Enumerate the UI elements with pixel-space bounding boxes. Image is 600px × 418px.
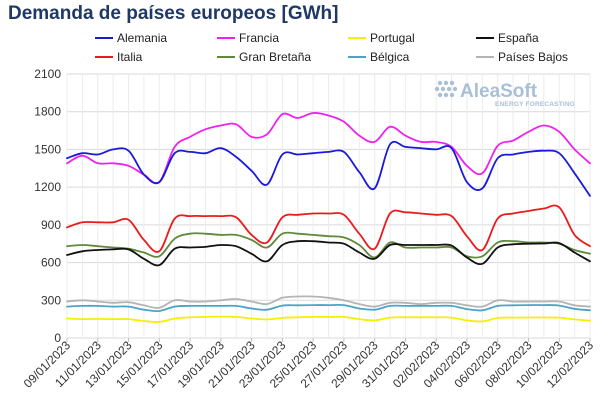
legend-label: Francia (239, 31, 279, 45)
logo-dot-icon (440, 86, 446, 92)
legend-item: Italia (95, 50, 143, 64)
logo-dot-icon (437, 92, 443, 98)
watermark-subtitle: ENERGY FORECASTING (495, 101, 575, 108)
grid (66, 73, 591, 339)
y-tick-label: 1800 (34, 105, 61, 119)
legend-item: Gran Bretaña (217, 50, 311, 64)
y-tick-label: 1200 (34, 180, 61, 194)
legend-label: Países Bajos (498, 50, 568, 64)
y-tick-label: 2100 (34, 67, 61, 81)
logo-dot-icon (449, 92, 455, 98)
plot-area (66, 112, 591, 323)
legend-label: Alemania (117, 31, 167, 45)
series-line-gran-bretaña (66, 231, 591, 259)
y-tick-label: 0 (54, 331, 61, 345)
logo-dot-icon (452, 86, 458, 92)
y-tick-label: 300 (41, 293, 61, 307)
legend-label: Gran Bretaña (239, 50, 311, 64)
chart-title: Demanda de países europeos [GWh] (8, 3, 339, 24)
series-line-bélgica (66, 303, 591, 313)
legend-item: Países Bajos (476, 50, 568, 64)
watermark-title: AleaSoft (460, 81, 538, 102)
legend-item: Portugal (348, 31, 415, 45)
series-line-portugal (66, 315, 591, 323)
logo-dot-icon (449, 80, 455, 86)
logo-dot-icon (446, 86, 452, 92)
legend-label: Bélgica (370, 50, 410, 64)
legend-label: Italia (117, 50, 143, 64)
series-line-países-bajos (66, 295, 591, 309)
series-line-alemania (66, 140, 591, 197)
x-axis: 09/01/202311/01/202313/01/202315/01/2023… (21, 338, 597, 391)
legend-label: Portugal (370, 31, 415, 45)
logo-dot-icon (434, 86, 440, 92)
logo-dot-icon (443, 92, 449, 98)
y-tick-label: 600 (41, 256, 61, 270)
series-line-italia (66, 204, 591, 253)
legend-item: España (476, 31, 539, 45)
legend: Alemania Francia Portugal España Italia Gran … (95, 31, 568, 64)
y-tick-label: 900 (41, 218, 61, 232)
legend-label: España (498, 31, 539, 45)
series-line-españa (66, 239, 591, 267)
logo-dot-icon (443, 80, 449, 86)
y-axis: 0 300 600 900 1200 1500 1800 2100 (34, 67, 61, 345)
logo-dot-icon (437, 80, 443, 86)
legend-item: Francia (217, 31, 279, 45)
y-tick-label: 1500 (34, 142, 61, 156)
legend-item: Alemania (95, 31, 167, 45)
legend-item: Bélgica (348, 50, 410, 64)
